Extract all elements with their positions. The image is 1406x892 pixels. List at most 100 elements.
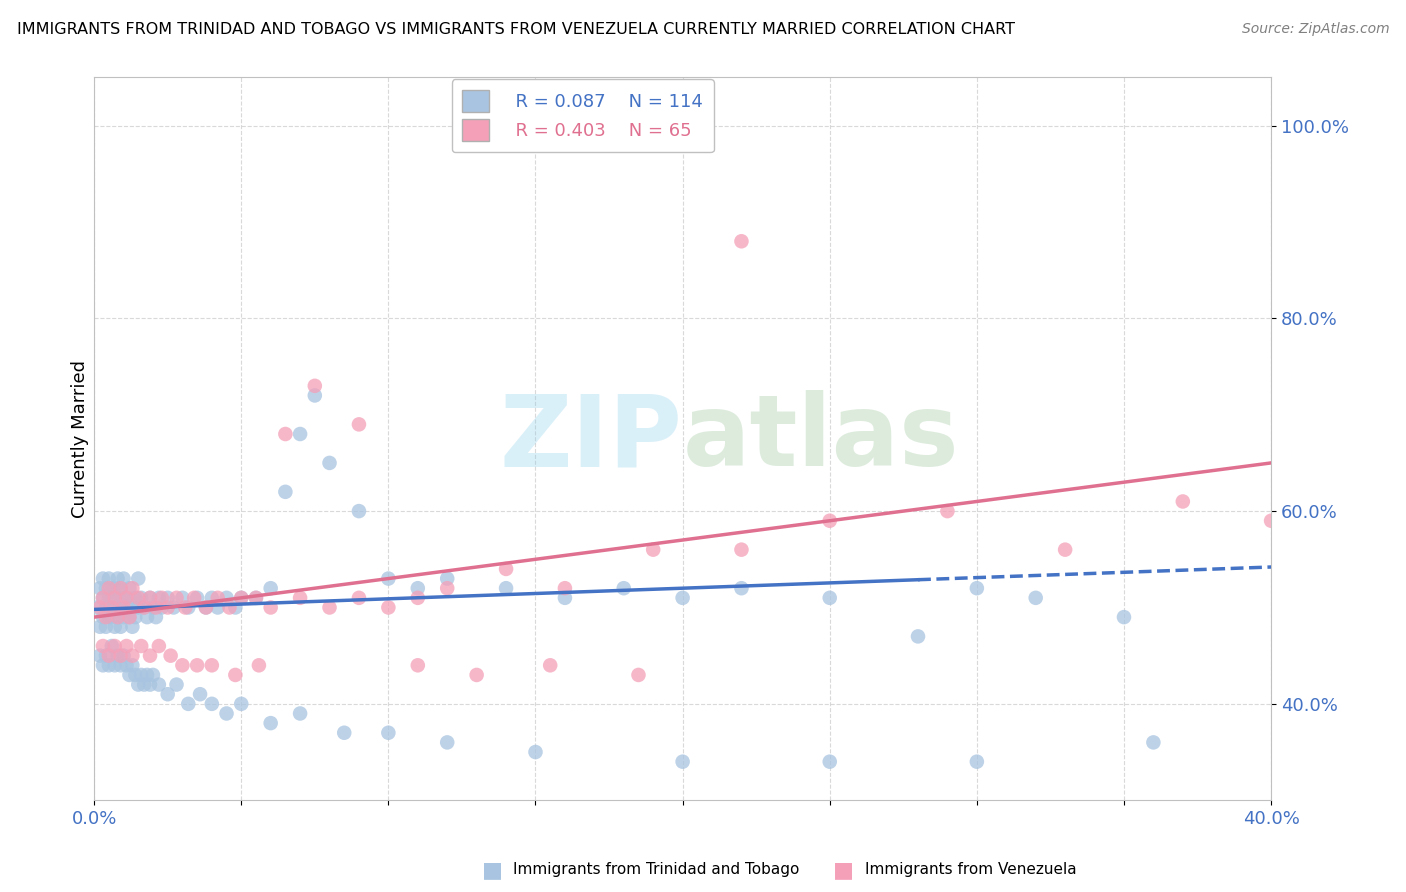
- Point: [159, 648, 181, 663]
- Point: [406, 658, 429, 673]
- Point: [304, 379, 326, 393]
- Point: [121, 620, 143, 634]
- Point: [613, 581, 636, 595]
- Point: [907, 629, 929, 643]
- Point: [94, 648, 117, 663]
- Point: [174, 600, 197, 615]
- Point: [436, 572, 458, 586]
- Point: [304, 388, 326, 402]
- Point: [86, 600, 108, 615]
- Point: [107, 648, 129, 663]
- Point: [201, 591, 224, 605]
- Point: [156, 687, 179, 701]
- Point: [207, 591, 229, 605]
- Point: [104, 620, 127, 634]
- Point: [91, 639, 114, 653]
- Point: [201, 658, 224, 673]
- Point: [260, 600, 283, 615]
- Point: [115, 658, 138, 673]
- Point: [139, 591, 162, 605]
- Point: [231, 591, 253, 605]
- Point: [145, 600, 167, 615]
- Point: [186, 591, 208, 605]
- Point: [406, 581, 429, 595]
- Point: [183, 591, 205, 605]
- Point: [115, 591, 138, 605]
- Point: [215, 706, 238, 721]
- Text: ■: ■: [482, 860, 502, 880]
- Point: [110, 620, 132, 634]
- Text: Immigrants from Venezuela: Immigrants from Venezuela: [865, 863, 1077, 877]
- Point: [110, 658, 132, 673]
- Point: [538, 658, 561, 673]
- Point: [94, 610, 117, 624]
- Point: [112, 572, 135, 586]
- Point: [97, 658, 120, 673]
- Point: [124, 668, 146, 682]
- Point: [177, 697, 200, 711]
- Point: [274, 484, 297, 499]
- Point: [101, 581, 124, 595]
- Point: [150, 591, 173, 605]
- Point: [215, 591, 238, 605]
- Point: [156, 591, 179, 605]
- Point: [97, 648, 120, 663]
- Point: [288, 427, 311, 442]
- Point: [730, 581, 752, 595]
- Point: [150, 600, 173, 615]
- Point: [524, 745, 547, 759]
- Point: [110, 581, 132, 595]
- Point: [936, 504, 959, 518]
- Point: [104, 591, 127, 605]
- Point: [224, 668, 246, 682]
- Point: [318, 600, 340, 615]
- Point: [201, 697, 224, 711]
- Point: [112, 591, 135, 605]
- Point: [94, 620, 117, 634]
- Point: [97, 600, 120, 615]
- Point: [231, 697, 253, 711]
- Point: [274, 427, 297, 442]
- Point: [554, 581, 576, 595]
- Point: [194, 600, 217, 615]
- Point: [818, 514, 841, 528]
- Point: [1142, 735, 1164, 749]
- Point: [91, 591, 114, 605]
- Point: [1171, 494, 1194, 508]
- Point: [162, 600, 184, 615]
- Point: [110, 648, 132, 663]
- Point: [188, 687, 211, 701]
- Point: [231, 591, 253, 605]
- Point: [97, 572, 120, 586]
- Point: [177, 600, 200, 615]
- Point: [129, 591, 152, 605]
- Point: [89, 581, 111, 595]
- Point: [104, 658, 127, 673]
- Point: [672, 591, 695, 605]
- Point: [104, 581, 127, 595]
- Point: [127, 600, 149, 615]
- Point: [288, 591, 311, 605]
- Point: [966, 755, 988, 769]
- Point: [91, 572, 114, 586]
- Point: [134, 600, 156, 615]
- Point: [107, 591, 129, 605]
- Point: [124, 610, 146, 624]
- Point: [1112, 610, 1135, 624]
- Point: [166, 591, 188, 605]
- Point: [91, 610, 114, 624]
- Point: [495, 581, 517, 595]
- Point: [377, 600, 399, 615]
- Legend:   R = 0.087    N = 114,   R = 0.403    N = 65: R = 0.087 N = 114, R = 0.403 N = 65: [451, 79, 714, 153]
- Text: Immigrants from Trinidad and Tobago: Immigrants from Trinidad and Tobago: [513, 863, 800, 877]
- Text: IMMIGRANTS FROM TRINIDAD AND TOBAGO VS IMMIGRANTS FROM VENEZUELA CURRENTLY MARRI: IMMIGRANTS FROM TRINIDAD AND TOBAGO VS I…: [17, 22, 1015, 37]
- Point: [97, 610, 120, 624]
- Point: [91, 591, 114, 605]
- Point: [333, 725, 356, 739]
- Point: [110, 600, 132, 615]
- Point: [142, 600, 165, 615]
- Point: [115, 600, 138, 615]
- Point: [107, 610, 129, 624]
- Point: [818, 755, 841, 769]
- Text: ZIP: ZIP: [499, 391, 683, 487]
